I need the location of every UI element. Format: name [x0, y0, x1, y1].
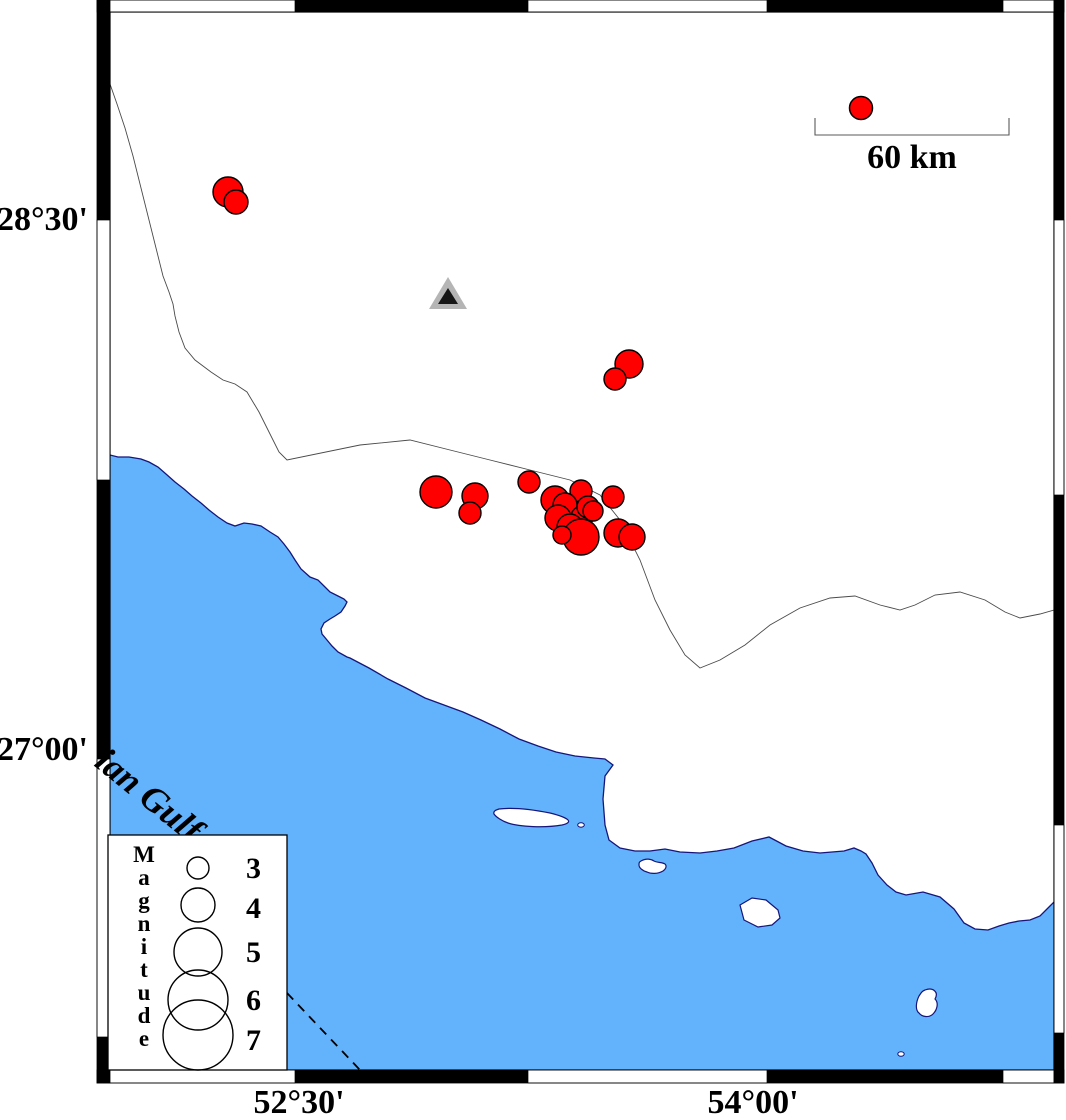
svg-text:27°00': 27°00' [0, 731, 88, 768]
svg-text:6: 6 [246, 984, 261, 1017]
svg-text:28°30': 28°30' [0, 201, 88, 238]
svg-text:60 km: 60 km [867, 139, 957, 176]
svg-text:u: u [138, 980, 151, 1005]
svg-text:e: e [139, 1026, 149, 1051]
svg-text:52°30': 52°30' [253, 1084, 344, 1120]
svg-text:g: g [138, 888, 150, 913]
svg-text:n: n [138, 911, 151, 936]
svg-text:d: d [138, 1003, 151, 1028]
svg-text:54°00': 54°00' [707, 1084, 798, 1120]
svg-text:7: 7 [246, 1024, 261, 1057]
svg-text:i: i [141, 934, 148, 959]
svg-text:t: t [140, 957, 148, 982]
svg-text:5: 5 [246, 936, 261, 969]
svg-text:M: M [133, 842, 155, 867]
svg-text:a: a [138, 865, 150, 890]
svg-text:4: 4 [246, 892, 261, 925]
svg-text:3: 3 [246, 852, 261, 885]
